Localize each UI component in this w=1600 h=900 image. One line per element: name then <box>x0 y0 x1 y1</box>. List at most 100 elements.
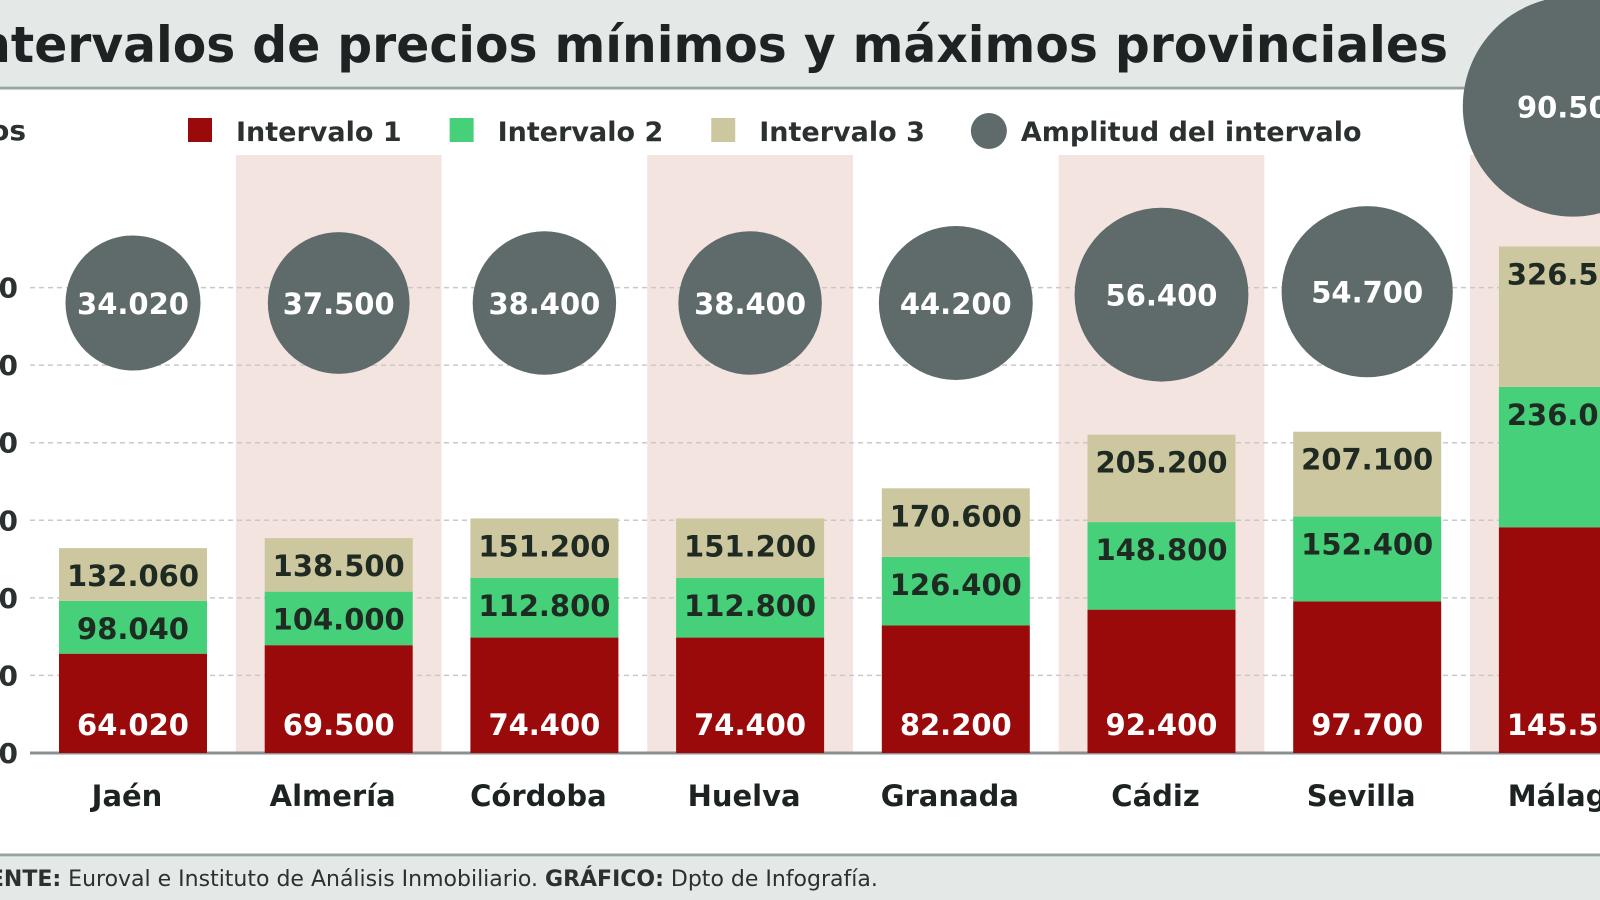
amplitude-bubble <box>1462 0 1600 217</box>
amplitude-label: 90.500 <box>1517 90 1600 124</box>
bar-segment <box>470 637 619 753</box>
bar-segment <box>1087 609 1236 753</box>
y-tick-label: 300.000 <box>0 272 18 305</box>
chart-title: Intervalos de precios mínimos y máximos … <box>0 16 1448 74</box>
bar-segment <box>59 600 207 654</box>
x-tick-label: Cádiz <box>1111 779 1199 813</box>
x-tick-label: Granada <box>881 779 1019 813</box>
amplitude-label: 54.700 <box>1311 276 1423 310</box>
amplitude-label: 38.400 <box>694 287 806 321</box>
y-tick-label: 250.000 <box>0 349 18 382</box>
legend-swatch <box>970 113 1007 149</box>
value-label: 148.800 <box>1095 533 1227 567</box>
legend-swatch <box>188 118 212 142</box>
source-text: Euroval e Instituto de Análisis Inmobili… <box>68 867 538 892</box>
bar-segment <box>676 637 825 753</box>
bar-segment <box>264 645 413 753</box>
amplitude-bubble <box>1281 206 1453 378</box>
bar-segment <box>881 556 1030 626</box>
bar-segment <box>1087 522 1236 610</box>
value-label: 92.400 <box>1106 708 1218 742</box>
bar-segment <box>1293 516 1442 602</box>
x-tick-label: Huelva <box>688 779 801 813</box>
value-label: 170.600 <box>890 499 1022 533</box>
bar-segment <box>1293 601 1442 753</box>
marks: 64.020 98.040 132.060 34.020 Jaén 69.500 104.0… <box>59 0 1600 813</box>
value-label: 151.200 <box>684 529 816 563</box>
value-label: 132.060 <box>67 559 199 593</box>
value-label: 74.400 <box>694 708 806 742</box>
bar-segment <box>1087 434 1236 523</box>
bar-segment <box>676 577 825 638</box>
amplitude-bubble <box>1074 207 1249 382</box>
bar-segment <box>470 577 619 638</box>
legend-label: Amplitud del intervalo <box>1021 117 1362 148</box>
amplitude-bubble <box>267 232 410 374</box>
amplitude-label: 56.400 <box>1106 279 1218 313</box>
value-label: 64.020 <box>77 708 189 742</box>
amplitude-label: 37.500 <box>283 287 395 321</box>
value-label: 152.400 <box>1301 528 1433 562</box>
y-tick-label: 50.000 <box>0 659 18 692</box>
bar-segment <box>264 538 413 592</box>
y-tick-label: 100.000 <box>0 582 18 615</box>
source-label: FUENTE: <box>0 867 61 892</box>
bar-segment <box>1498 386 1600 528</box>
value-label: 138.500 <box>273 549 405 583</box>
bar-segment <box>1498 246 1600 387</box>
bar-segment <box>676 518 825 578</box>
amplitude-bubble <box>65 235 201 371</box>
source-line: FUENTE: Euroval e Instituto de Análisis … <box>0 866 878 892</box>
bar-segment <box>59 548 207 601</box>
x-tick-label: Sevilla <box>1307 779 1416 813</box>
legend-swatch <box>449 118 474 142</box>
amplitude-bubble <box>678 231 822 375</box>
bar-segment <box>881 488 1030 557</box>
value-label: 98.040 <box>77 612 189 646</box>
legend-label: Intervalo 3 <box>759 117 925 148</box>
legend-label: Intervalo 1 <box>236 117 402 148</box>
footer-band <box>0 857 1600 900</box>
bar-segment <box>59 653 207 753</box>
x-tick-label: Jaén <box>90 779 163 813</box>
value-label: 97.700 <box>1311 708 1423 742</box>
credit-text: Dpto de Infografía. <box>671 867 878 892</box>
value-label: 82.200 <box>900 708 1012 742</box>
y-axis-label: Euros <box>0 114 26 147</box>
credit-label: GRÁFICO: <box>545 866 664 892</box>
amplitude-bubble <box>472 231 617 375</box>
bar-segment <box>470 518 619 578</box>
x-tick-label: Almería <box>270 779 396 813</box>
header-band <box>0 0 1600 86</box>
value-label: 112.800 <box>478 589 610 623</box>
x-tick-label: Málaga <box>1508 779 1600 813</box>
bar-segment <box>881 625 1030 753</box>
value-label: 236.000 <box>1507 398 1600 432</box>
bar-segment <box>1293 431 1442 517</box>
x-tick-label: Córdoba <box>470 779 607 813</box>
value-label: 126.400 <box>890 568 1022 602</box>
value-label: 145.500 <box>1507 708 1600 742</box>
amplitude-label: 38.400 <box>488 287 600 321</box>
y-tick-label: 200.000 <box>0 427 18 460</box>
bar-segment <box>1498 527 1600 753</box>
value-label: 69.500 <box>283 708 395 742</box>
value-label: 326.500 <box>1507 257 1600 291</box>
value-label: 74.400 <box>488 708 600 742</box>
value-label: 151.200 <box>478 529 610 563</box>
y-tick-label: 150.000 <box>0 504 18 537</box>
value-label: 207.100 <box>1301 443 1433 477</box>
legend: Intervalo 1 Intervalo 2 Intervalo 3 Amplitu… <box>188 113 1362 149</box>
legend-label: Intervalo 2 <box>498 117 664 148</box>
legend-swatch <box>711 118 736 142</box>
amplitude-bubble <box>878 226 1033 380</box>
y-tick-label: 0 <box>0 737 18 770</box>
amplitude-label: 34.020 <box>77 287 189 321</box>
amplitude-label: 44.200 <box>900 287 1012 321</box>
bar-segment <box>264 591 413 646</box>
value-label: 112.800 <box>684 589 816 623</box>
value-label: 205.200 <box>1095 446 1227 480</box>
value-label: 104.000 <box>273 603 405 637</box>
